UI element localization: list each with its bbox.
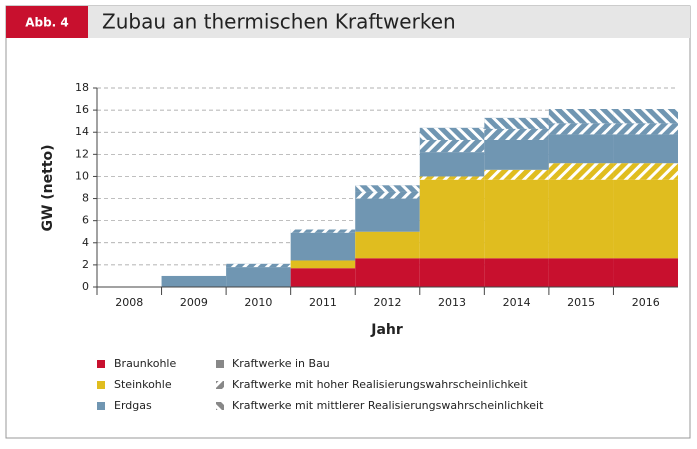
hatch: [548, 163, 614, 180]
bar-segment: [290, 268, 356, 287]
y-tick-label: 4: [82, 236, 89, 249]
y-tick-label: 16: [75, 103, 89, 116]
bar-segment: [484, 179, 549, 259]
x-tick-label: 2015: [567, 296, 595, 309]
chart-title: Zubau an thermischen Kraftwerken: [102, 10, 456, 34]
bar-segment: [613, 179, 678, 259]
hatch: [226, 263, 291, 268]
x-tick-label: 2011: [309, 296, 337, 309]
x-tick-label: 2016: [632, 296, 660, 309]
bar-segment: [548, 134, 614, 164]
hatch: [419, 127, 485, 140]
bar-segment: [419, 152, 485, 177]
legend-label: Braunkohle: [114, 357, 176, 370]
x-axis-label: Jahr: [370, 322, 403, 338]
legend-swatch: [97, 360, 105, 368]
bar-segment: [290, 260, 356, 269]
hatch: [548, 109, 614, 124]
bar-segment: [226, 267, 291, 287]
legend-label: Steinkohle: [114, 378, 172, 391]
x-tick-label: 2014: [503, 296, 531, 309]
x-tick-label: 2009: [180, 296, 208, 309]
y-tick-label: 6: [82, 214, 89, 227]
hatch: [484, 128, 549, 140]
bar-segment: [613, 134, 678, 164]
y-tick-label: 12: [75, 147, 89, 160]
bar-segment: [419, 258, 485, 287]
bar-segment: [613, 258, 678, 287]
legend-label: Kraftwerke in Bau: [232, 357, 330, 370]
bar-segment: [484, 258, 549, 287]
bar-segment: [290, 232, 356, 261]
figure-label: Abb. 4: [25, 16, 69, 30]
legend-label: Kraftwerke mit mittlerer Realisierungswa…: [232, 399, 544, 412]
y-tick-label: 14: [75, 125, 89, 138]
bar-segment: [355, 231, 420, 259]
y-tick-label: 0: [82, 280, 89, 293]
bar-segment: [355, 258, 420, 287]
legend-label: Kraftwerke mit hoher Realisierungswahrsc…: [232, 378, 528, 391]
y-tick-label: 18: [75, 81, 89, 94]
legend-swatch: [97, 381, 105, 389]
bar-segment: [548, 179, 614, 259]
hatch: [355, 185, 420, 192]
bar-segment: [161, 275, 227, 287]
figure-label-box: [6, 6, 88, 38]
hatch: [613, 123, 678, 135]
hatch: [419, 139, 485, 153]
bar-segment: [355, 198, 420, 232]
y-tick-label: 2: [82, 258, 89, 271]
hatch: [613, 109, 678, 124]
header-bar: [6, 6, 690, 38]
legend-swatch: [97, 402, 105, 410]
legend-hatch: [216, 381, 224, 389]
hatch: [419, 176, 485, 180]
hatch: [484, 169, 549, 180]
legend-swatch: [216, 360, 224, 368]
legend-hatch: [216, 402, 224, 410]
hatch: [484, 117, 549, 129]
bar-segment: [419, 179, 485, 259]
legend-label: Erdgas: [114, 399, 152, 412]
hatch: [290, 229, 356, 233]
hatch: [548, 123, 614, 135]
y-tick-label: 8: [82, 192, 89, 205]
hatch: [613, 163, 678, 180]
x-tick-label: 2012: [374, 296, 402, 309]
y-axis-label: GW (netto): [40, 144, 56, 231]
x-tick-label: 2008: [115, 296, 143, 309]
y-tick-label: 10: [75, 169, 89, 182]
bar-segment: [484, 139, 549, 170]
bar-segment: [548, 258, 614, 287]
x-tick-label: 2013: [438, 296, 466, 309]
x-tick-label: 2010: [244, 296, 272, 309]
hatch: [355, 191, 420, 199]
